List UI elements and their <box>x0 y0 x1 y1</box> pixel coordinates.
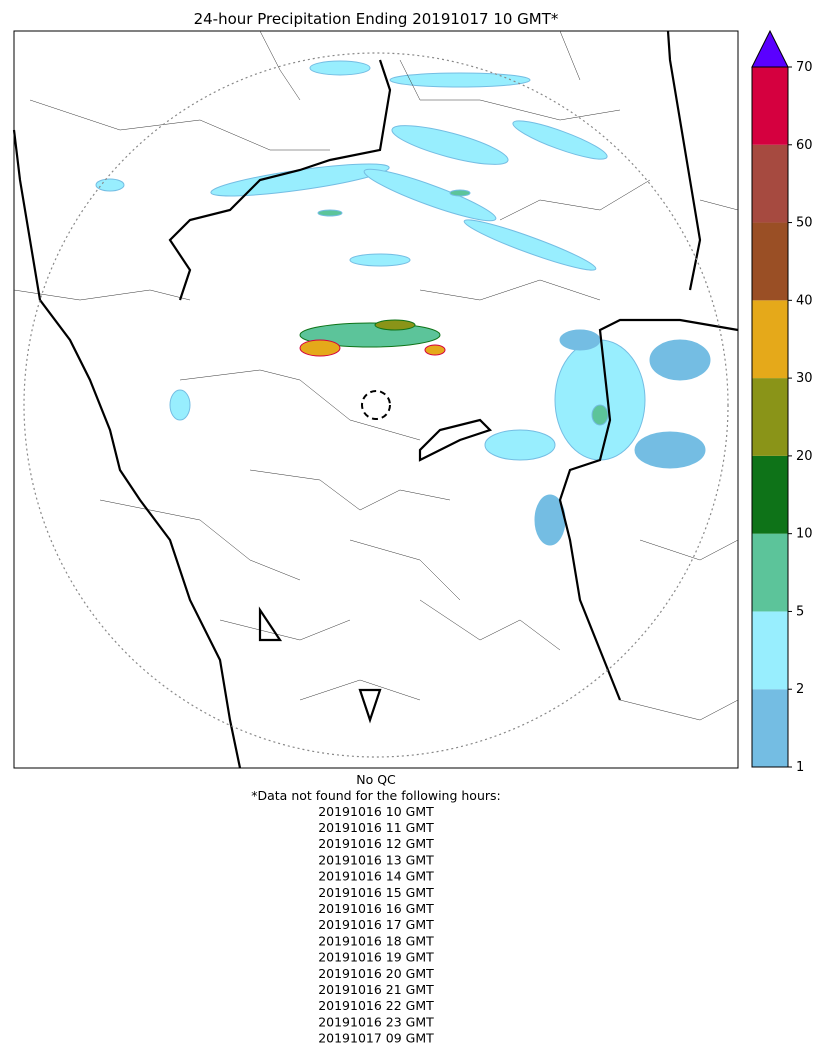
colorbar-tick-label: 30 <box>796 371 813 386</box>
colorbar-tick-label: 2 <box>796 682 804 697</box>
map-title: 24-hour Precipitation Ending 20191017 10… <box>194 10 559 28</box>
colorbar-segment <box>752 144 788 223</box>
colorbar-segment <box>752 222 788 301</box>
precip-areas <box>95 60 711 546</box>
missing-hour: 20191016 13 GMT <box>318 852 434 867</box>
colorbar-segment <box>752 378 788 456</box>
missing-hour: 20191016 17 GMT <box>318 917 434 932</box>
missing-hour: 20191016 15 GMT <box>318 885 434 900</box>
missing-header: *Data not found for the following hours: <box>251 788 501 803</box>
colorbar-tick-label: 1 <box>796 760 804 775</box>
boundaries <box>12 30 739 769</box>
missing-hour: 20191016 14 GMT <box>318 869 434 884</box>
colorbar-tick-label: 70 <box>796 60 813 75</box>
missing-hour: 20191016 22 GMT <box>318 998 434 1013</box>
colorbar-segment <box>752 689 788 767</box>
missing-hour: 20191016 23 GMT <box>318 1014 434 1029</box>
colorbar-tick-label: 20 <box>796 449 813 464</box>
colorbar-frame <box>751 66 789 768</box>
colorbar-extend <box>751 29 789 68</box>
colorbar-tick-label: 60 <box>796 138 813 153</box>
colorbar-segment <box>752 67 788 145</box>
colorbar-tick-label: 50 <box>796 216 813 231</box>
missing-hour: 20191016 16 GMT <box>318 901 434 916</box>
colorbar-tick-label: 40 <box>796 293 813 308</box>
colorbar-segment <box>752 455 788 534</box>
qc-note: No QC <box>356 772 396 787</box>
missing-hour: 20191016 20 GMT <box>318 966 434 981</box>
colorbar: 1 2 5 10 20 30 40 50 60 70 <box>751 29 813 775</box>
colorbar-segment <box>752 300 788 379</box>
colorbar-segment <box>752 533 788 612</box>
colorbar-segment <box>752 611 788 690</box>
missing-hour: 20191016 11 GMT <box>318 820 434 835</box>
colorbar-tick-label: 5 <box>796 604 804 619</box>
missing-hour: 20191016 19 GMT <box>318 950 434 965</box>
colorbar-tick-label: 10 <box>796 527 813 542</box>
missing-hour: 20191016 18 GMT <box>318 933 434 948</box>
notes: No QC *Data not found for the following … <box>251 772 501 1046</box>
map <box>12 30 739 769</box>
missing-hour: 20191016 12 GMT <box>318 836 434 851</box>
missing-hour: 20191016 10 GMT <box>318 804 434 819</box>
missing-hour: 20191016 21 GMT <box>318 982 434 997</box>
missing-hour: 20191017 09 GMT <box>318 1031 434 1046</box>
